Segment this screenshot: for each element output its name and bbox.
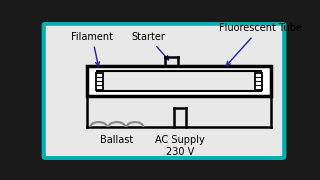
- Bar: [96, 73, 103, 89]
- Text: Filament: Filament: [71, 32, 113, 66]
- Text: Starter: Starter: [131, 32, 169, 60]
- Text: Fluorescent Tube: Fluorescent Tube: [219, 23, 301, 66]
- Text: Ballast: Ballast: [100, 135, 133, 145]
- Bar: [255, 73, 262, 89]
- Bar: [87, 66, 271, 96]
- Bar: [97, 71, 261, 91]
- FancyBboxPatch shape: [44, 24, 284, 158]
- Text: AC Supply
230 V: AC Supply 230 V: [155, 135, 205, 157]
